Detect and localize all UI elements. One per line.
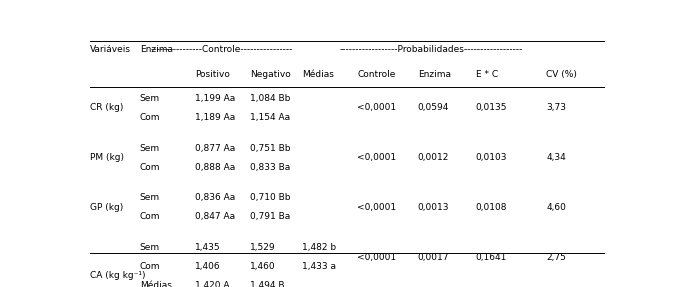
Text: 0,847 Aa: 0,847 Aa [195,212,235,221]
Text: PM (kg): PM (kg) [90,153,124,162]
Text: 1,420 A: 1,420 A [195,281,230,287]
Text: 0,0013: 0,0013 [418,203,450,212]
Text: 0,0594: 0,0594 [418,103,449,113]
Text: Médias: Médias [303,70,334,79]
Text: Sem: Sem [139,243,160,252]
Text: 0,836 Aa: 0,836 Aa [195,193,235,202]
Text: <0,0001: <0,0001 [357,253,397,261]
Text: CV (%): CV (%) [546,70,577,79]
Text: 4,60: 4,60 [546,203,566,212]
Text: 0,0012: 0,0012 [418,153,449,162]
Text: 1,406: 1,406 [195,262,221,271]
Text: Enzima: Enzima [418,70,451,79]
Text: CA (kg kg⁻¹): CA (kg kg⁻¹) [90,272,146,280]
Text: Controle: Controle [357,70,396,79]
Text: 1,435: 1,435 [195,243,221,252]
Text: <0,0001: <0,0001 [357,153,397,162]
Text: Com: Com [139,262,160,271]
Text: 1,199 Aa: 1,199 Aa [195,94,235,103]
Text: 0,751 Bb: 0,751 Bb [250,144,290,153]
Text: 4,34: 4,34 [546,153,566,162]
Text: 0,1641: 0,1641 [475,253,507,261]
Text: 0,710 Bb: 0,710 Bb [250,193,290,202]
Text: 0,791 Ba: 0,791 Ba [250,212,290,221]
Text: ----------------Controle----------------: ----------------Controle---------------- [151,45,293,55]
Text: E * C: E * C [475,70,498,79]
Text: 0,0108: 0,0108 [475,203,507,212]
Text: <0,0001: <0,0001 [357,103,397,113]
Text: 1,529: 1,529 [250,243,276,252]
Text: GP (kg): GP (kg) [90,203,123,212]
Text: 0,833 Ba: 0,833 Ba [250,162,290,172]
Text: 0,888 Aa: 0,888 Aa [195,162,235,172]
Text: Sem: Sem [139,94,160,103]
Text: Sem: Sem [139,144,160,153]
Text: Sem: Sem [139,193,160,202]
Text: CR (kg): CR (kg) [90,103,123,113]
Text: Enzima: Enzima [139,45,173,55]
Text: 1,433 a: 1,433 a [303,262,336,271]
Text: Com: Com [139,113,160,122]
Text: Médias: Médias [139,281,171,287]
Text: Negativo: Negativo [250,70,290,79]
Text: 3,73: 3,73 [546,103,567,113]
Text: 1,460: 1,460 [250,262,276,271]
Text: 1,154 Aa: 1,154 Aa [250,113,290,122]
Text: 0,877 Aa: 0,877 Aa [195,144,235,153]
Text: Com: Com [139,212,160,221]
Text: <0,0001: <0,0001 [357,203,397,212]
Text: 0,0017: 0,0017 [418,253,450,261]
Text: 2,75: 2,75 [546,253,566,261]
Text: 1,494 B: 1,494 B [250,281,284,287]
Text: 0,0135: 0,0135 [475,103,507,113]
Text: 0,0103: 0,0103 [475,153,507,162]
Text: Variáveis: Variáveis [90,45,131,55]
Text: ------------------Probabilidades------------------: ------------------Probabilidades--------… [339,45,523,55]
Text: Positivo: Positivo [195,70,230,79]
Text: 1,482 b: 1,482 b [303,243,336,252]
Text: 1,084 Bb: 1,084 Bb [250,94,290,103]
Text: Com: Com [139,162,160,172]
Text: 1,189 Aa: 1,189 Aa [195,113,235,122]
